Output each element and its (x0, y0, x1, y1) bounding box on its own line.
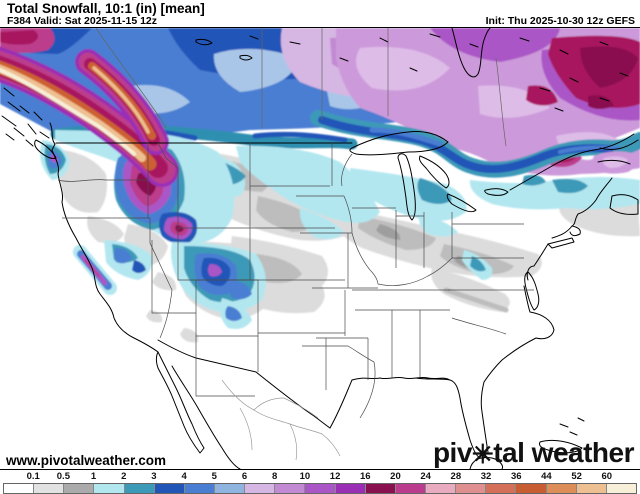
colorbar-tick-label: 24 (420, 471, 431, 482)
colorbar-segment (245, 484, 276, 493)
colorbar-tick-label: 28 (450, 471, 462, 482)
colorbar-tick-label: 5 (211, 471, 217, 482)
header-bar: Total Snowfall, 10:1 (in) [mean] F384 Va… (0, 0, 640, 28)
map-canvas (0, 28, 640, 469)
colorbar-segment (124, 484, 155, 493)
colorbar-tick-label: 2 (121, 471, 127, 482)
colorbar-segment (546, 484, 577, 493)
colorbar-labels: 0.1 0.5 1 2 3 4 5 6 8 10 12 16 20 24 28 32 36 44 52 60 (3, 471, 637, 483)
colorbar-segment (4, 484, 35, 493)
colorbar-segment (456, 484, 487, 493)
colorbar-tick-label: 1 (90, 471, 97, 482)
pivotal-weather-logo: piv✳tal weather (432, 437, 635, 469)
watermark-url: www.pivotalweather.com (6, 453, 167, 468)
colorbar-tick-label: 16 (359, 471, 371, 482)
page-title: Total Snowfall, 10:1 (in) [mean] (7, 1, 205, 16)
logo-text-left: piv (432, 437, 472, 468)
colorbar-tick-label: 6 (241, 471, 248, 482)
colorbar-tick-label: 10 (299, 471, 311, 482)
colorbar-segment (154, 484, 185, 493)
colorbar-segment (576, 484, 607, 493)
colorbar: 0.1 0.5 1 2 3 4 5 6 8 10 12 16 20 24 28 32 36 44 52 60 (0, 469, 640, 494)
colorbar-swatches (3, 483, 637, 494)
colorbar-tick-label: 60 (601, 471, 613, 482)
colorbar-segment (305, 484, 336, 493)
colorbar-tick-label: 32 (480, 471, 492, 482)
colorbar-segment (34, 484, 65, 493)
colorbar-tick-label: 0.1 (26, 471, 40, 482)
colorbar-tick-label: 8 (272, 471, 278, 482)
colorbar-segment (64, 484, 95, 493)
colorbar-segment (425, 484, 457, 493)
map-area: www.pivotalweather.com piv✳tal weather (0, 28, 640, 469)
init-time-label: Init: Thu 2025-10-30 12z GEFS (485, 15, 635, 27)
colorbar-tick-label: 12 (329, 471, 341, 482)
gear-icon: ✳ (471, 439, 494, 469)
colorbar-segment (214, 484, 246, 493)
colorbar-segment (94, 484, 125, 493)
colorbar-segment (486, 484, 517, 493)
colorbar-tick-label: 52 (571, 471, 582, 482)
colorbar-segment (335, 484, 366, 493)
colorbar-segment (395, 484, 426, 493)
colorbar-tick-label: 36 (510, 471, 522, 482)
colorbar-tick-label: 3 (151, 471, 157, 482)
colorbar-tick-label: 0.5 (56, 471, 70, 482)
colorbar-tick-label: 20 (390, 471, 401, 482)
colorbar-segment (275, 484, 306, 493)
colorbar-segment (365, 484, 396, 493)
colorbar-tick-label: 44 (541, 471, 552, 482)
valid-time-label: F384 Valid: Sat 2025-11-15 12z (7, 15, 158, 27)
colorbar-segment (184, 484, 215, 493)
colorbar-segment (516, 484, 547, 493)
logo-text-right: tal weather (493, 437, 634, 468)
colorbar-tick-label: 4 (181, 471, 187, 482)
colorbar-segment (606, 484, 636, 493)
